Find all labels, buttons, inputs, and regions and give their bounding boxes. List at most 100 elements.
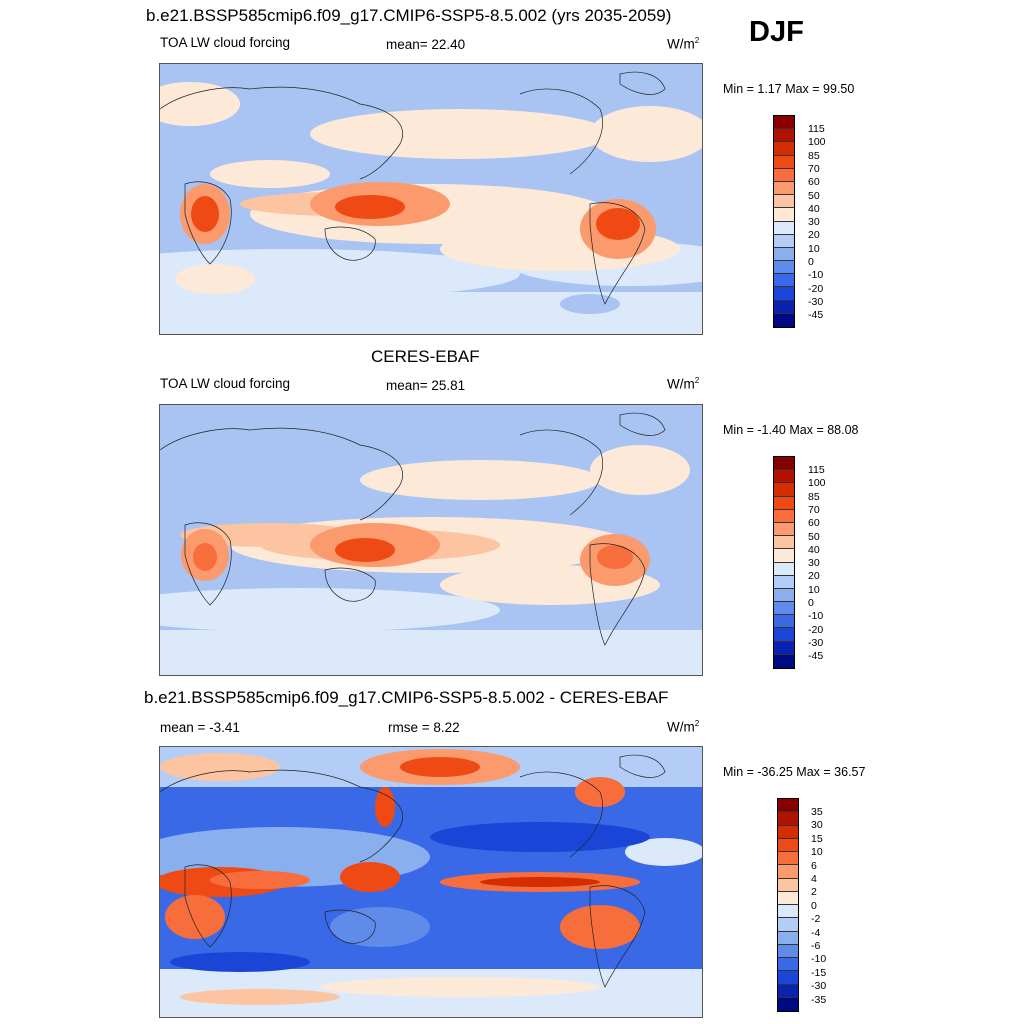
panel-3-mean-label: mean = -3.41 [160,720,240,735]
colorbar-tick-label: 6 [811,859,817,872]
panel-3-map [159,746,703,1018]
colorbar-tick-label: 85 [808,149,820,162]
colorbar-box [774,287,794,301]
colorbar-tick-label: -4 [811,926,821,939]
panel-3-title: b.e21.BSSP585cmip6.f09_g17.CMIP6-SSP5-8.… [144,688,669,707]
colorbar-box [774,274,794,288]
colorbar-tick-label: -30 [811,980,827,993]
colorbar-tick-label: 60 [808,517,820,530]
colorbar-tick-label: -10 [808,610,824,623]
colorbar-tick-label: -45 [808,650,824,663]
panel-1-colorbar [773,115,795,328]
colorbar-tick-label: -15 [811,966,827,979]
colorbar-box [774,615,794,629]
colorbar-tick-label: -2 [811,913,821,926]
panel-2-minmax: Min = -1.40 Max = 88.08 [723,423,859,437]
colorbar-box [778,865,798,879]
colorbar-tick-label: 20 [808,570,820,583]
colorbar-box [774,155,794,169]
colorbar-box [774,457,794,471]
colorbar-box [774,168,794,182]
colorbar-box [774,261,794,275]
colorbar-box [774,536,794,550]
colorbar-box [778,918,798,932]
colorbar-box [778,958,798,972]
colorbar-box [774,195,794,209]
colorbar-tick-label: -20 [808,282,824,295]
colorbar-box [774,129,794,143]
colorbar-box [774,509,794,523]
colorbar-tick-label: 10 [808,242,820,255]
colorbar-box [774,221,794,235]
colorbar-box [774,549,794,563]
colorbar-box [774,181,794,196]
colorbar-box [778,997,798,1011]
panel-2-colorbar [773,456,795,669]
panel-2-units: W/m2 [667,376,700,392]
colorbar-box [774,483,794,497]
colorbar-tick-label: 40 [808,202,820,215]
colorbar-tick-label: 40 [808,543,820,556]
panel-3-map-field [160,747,702,1017]
colorbar-box [774,300,794,314]
colorbar-box [778,931,798,945]
panel-2-mean-label: mean= 25.81 [386,378,466,393]
colorbar-tick-label: 115 [808,464,825,476]
panel-1-map-field [160,64,702,334]
colorbar-box [774,247,794,262]
colorbar-box [778,852,798,866]
panel-2-map-field [160,405,702,675]
colorbar-box [778,944,798,958]
colorbar-tick-label: -30 [808,636,824,649]
colorbar-tick-label: 100 [808,136,826,149]
colorbar-tick-label: -6 [811,940,821,952]
colorbar-box [778,825,798,839]
colorbar-box [778,878,798,892]
colorbar-tick-label: 20 [808,229,820,242]
colorbar-tick-label: -10 [811,953,827,966]
panel-3-rmse-label: rmse = 8.22 [388,720,460,735]
colorbar-tick-label: 10 [808,583,820,596]
colorbar-box [774,575,794,589]
colorbar-box [774,234,794,248]
colorbar-tick-label: 2 [811,886,817,899]
panel-2-variable-label: TOA LW cloud forcing [160,376,291,391]
panel-3-colorbar [777,798,799,1012]
colorbar-box [774,602,794,616]
colorbar-box [774,142,794,156]
season-label: DJF [749,16,804,48]
colorbar-tick-label: -30 [808,295,824,308]
colorbar-box [774,208,794,222]
colorbar-tick-label: 15 [811,832,823,845]
panel-1-variable-label: TOA LW cloud forcing [160,35,291,50]
colorbar-tick-label: 35 [811,806,823,818]
colorbar-tick-label: 70 [808,162,820,175]
colorbar-tick-label: -45 [808,309,824,322]
colorbar-tick-label: 10 [811,846,823,859]
colorbar-box [778,891,798,905]
colorbar-tick-label: 50 [808,530,820,543]
colorbar-box [774,522,794,537]
panel-1-map [159,63,703,335]
colorbar-tick-label: 70 [808,503,820,516]
colorbar-box [778,971,798,985]
panel-3-units: W/m2 [667,719,700,735]
colorbar-box [774,313,794,327]
colorbar-box [774,628,794,642]
colorbar-box [774,470,794,484]
panel-1-units: W/m2 [667,36,700,52]
colorbar-box [774,562,794,576]
colorbar-tick-label: 0 [808,256,814,268]
panel-1-mean-label: mean= 22.40 [386,37,466,52]
colorbar-tick-label: 60 [808,176,820,189]
colorbar-tick-label: 30 [811,819,823,832]
colorbar-tick-label: 0 [808,597,814,609]
colorbar-tick-label: 100 [808,477,826,490]
colorbar-tick-label: 30 [808,557,820,570]
colorbar-tick-label: -10 [808,269,824,282]
panel-2-map [159,404,703,676]
colorbar-tick-label: 0 [811,899,817,912]
colorbar-box [778,984,798,998]
colorbar-box [774,654,794,668]
colorbar-tick-label: 50 [808,189,820,202]
